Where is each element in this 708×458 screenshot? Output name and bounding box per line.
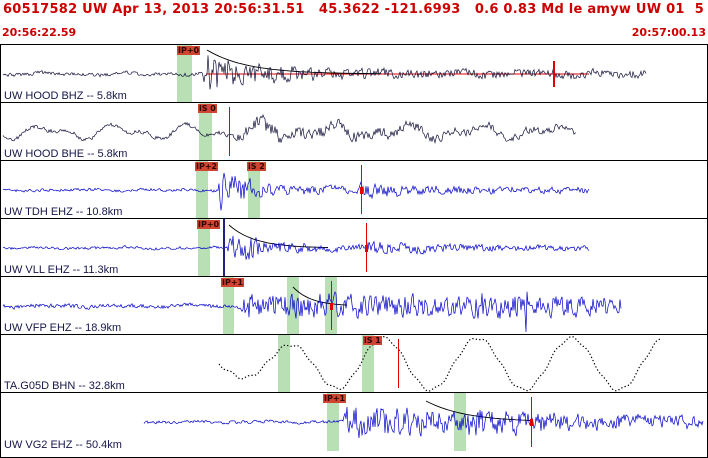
trace-panel-ta-g05d-bhn[interactable]: iS 1 TA.G05D BHN -- 32.8km	[1, 335, 707, 393]
window-end-time: 20:57:00.13	[631, 26, 706, 39]
pick-flag[interactable]: iS 0	[198, 104, 217, 113]
station-label: UW VG2 EHZ -- 50.4km	[4, 439, 122, 451]
trace-panel-uw-hood-bhe[interactable]: iS 0 UW HOOD BHE -- 5.8km	[1, 103, 707, 161]
trace-panel-uw-hood-bhz[interactable]: IP+0 UW HOOD BHZ -- 5.8km	[1, 45, 707, 103]
pick-time-line[interactable]	[398, 339, 399, 388]
trace-panel-uw-vg2-ehz[interactable]: IP+1 UW VG2 EHZ -- 50.4km	[1, 393, 707, 451]
seismogram-area[interactable]: IP+0 UW HOOD BHZ -- 5.8km iS 0 UW HOOD BHE …	[0, 44, 708, 458]
coda-decay-curve	[206, 49, 381, 75]
coda-decay-curve	[292, 286, 348, 306]
pick-uncertainty-band	[196, 161, 208, 218]
seismic-trace	[218, 335, 661, 392]
pick-marker-blob	[330, 302, 333, 310]
pick-flag[interactable]: IP+0	[197, 220, 221, 229]
pick-time-line[interactable]	[229, 107, 230, 156]
pick-flag[interactable]: iS 1	[363, 336, 382, 345]
pick-flag[interactable]: IP+1	[221, 278, 245, 287]
station-label: UW VFP EHZ -- 18.9km	[4, 322, 122, 334]
waveform-uw-tdh-ehz[interactable]	[1, 161, 707, 219]
waveform-uw-hood-bhz[interactable]	[1, 45, 707, 103]
trace-panel-uw-vfp-ehz[interactable]: IP+1 UW VFP EHZ -- 18.9km	[1, 277, 707, 335]
pick-uncertainty-band	[177, 45, 192, 102]
waveform-uw-vg2-ehz[interactable]	[1, 393, 707, 451]
pick-uncertainty-band	[223, 277, 234, 334]
pick-marker-blob	[530, 418, 533, 426]
event-header-row: 60517582 UW Apr 13, 2013 20:56:31.51 45.…	[0, 0, 708, 20]
waveform-uw-vfp-ehz[interactable]	[1, 277, 707, 335]
station-label: UW TDH EHZ -- 10.8km	[4, 206, 123, 218]
seismic-trace	[2, 172, 590, 211]
seismic-trace	[143, 406, 704, 439]
coda-end-marker	[553, 61, 555, 87]
pick-marker-blob	[360, 186, 363, 194]
pick-marker-blob	[365, 244, 368, 252]
time-window-row: 20:56:22.59 20:57:00.13	[0, 20, 708, 44]
station-label: UW HOOD BHE -- 5.8km	[4, 148, 128, 160]
window-start-time: 20:56:22.59	[2, 26, 77, 39]
seismic-trace	[2, 291, 622, 333]
station-label: UW VLL EHZ -- 11.3km	[4, 264, 119, 276]
pick-uncertainty-band	[278, 335, 290, 392]
station-label: UW HOOD BHZ -- 5.8km	[4, 90, 127, 102]
active-pick-cursor[interactable]	[223, 219, 225, 276]
trace-panel-uw-tdh-ehz[interactable]: IP+2 iS 2 UW TDH EHZ -- 10.8km	[1, 161, 707, 219]
pick-uncertainty-band	[199, 103, 212, 160]
pick-flag[interactable]: IP+2	[195, 162, 219, 171]
seismic-trace	[2, 55, 647, 90]
pick-flag[interactable]: IP+1	[323, 394, 347, 403]
trace-panel-uw-vll-ehz[interactable]: IP+0 UW VLL EHZ -- 11.3km	[1, 219, 707, 277]
seismic-trace	[2, 235, 590, 260]
pick-flag[interactable]: IP+0	[177, 46, 201, 55]
seismic-trace	[2, 114, 577, 145]
pick-uncertainty-band	[362, 335, 374, 392]
header-right-number: 5	[694, 2, 704, 17]
event-summary-text: 60517582 UW Apr 13, 2013 20:56:31.51 45.…	[3, 2, 685, 17]
pick-flag[interactable]: iS 2	[247, 162, 266, 171]
station-label: TA.G05D BHN -- 32.8km	[4, 380, 125, 392]
waveform-uw-hood-bhe[interactable]	[1, 103, 707, 161]
waveform-uw-vll-ehz[interactable]	[1, 219, 707, 277]
